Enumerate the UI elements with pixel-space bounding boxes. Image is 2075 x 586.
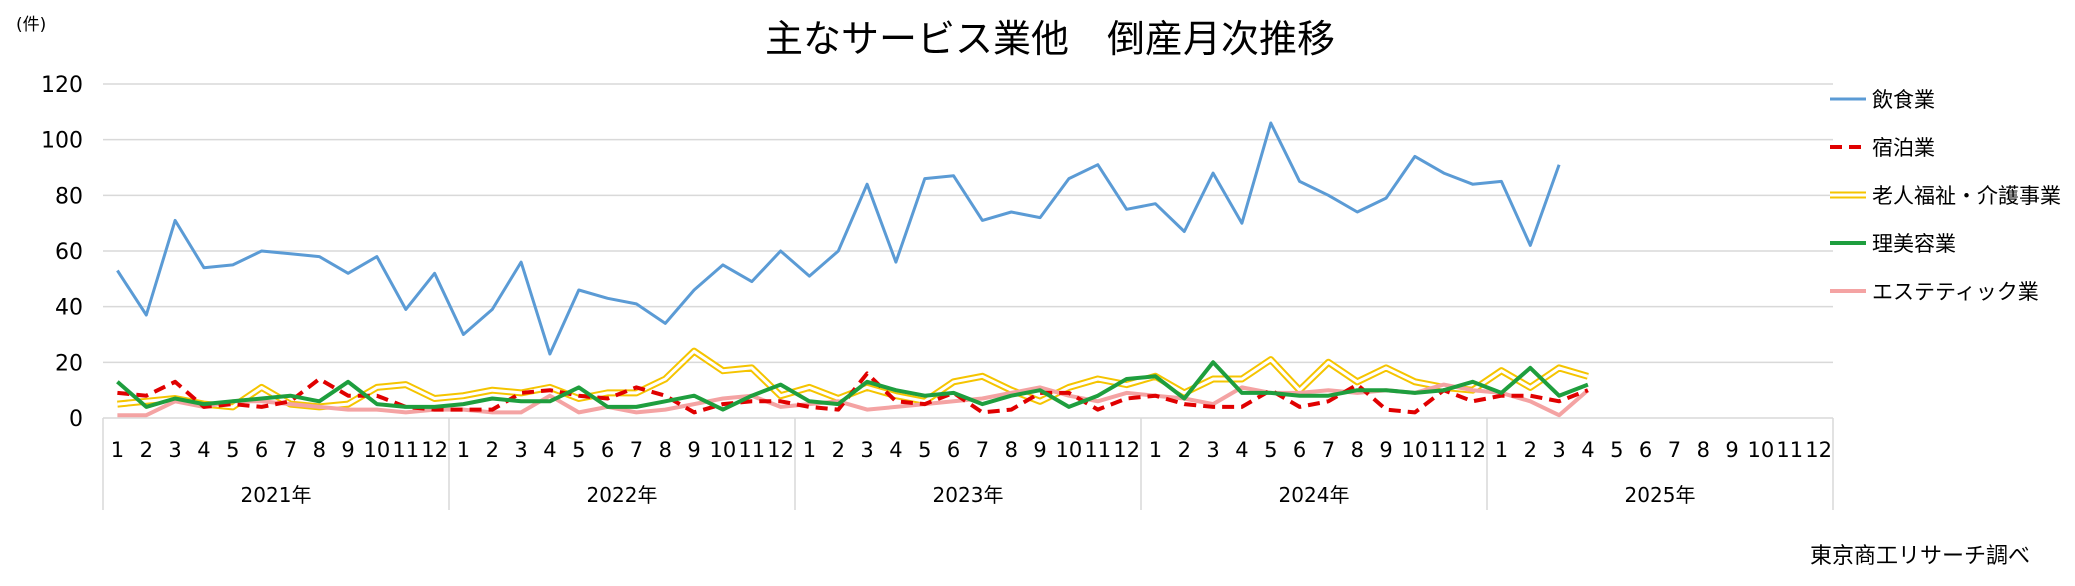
- series-line-2: [117, 347, 1589, 411]
- x-tick-label: 7: [630, 438, 643, 462]
- x-tick-label: 1: [457, 438, 470, 462]
- x-tick-label: 10: [710, 438, 737, 462]
- x-tick-label: 2: [140, 438, 153, 462]
- x-axis: 1 2 3 4 5 6 7 8 9 10 11 12 1 2 3 4 5 6 7 8 9 10 11 12 1 2 3 4 5 6 7 8 9 1…: [102, 417, 1834, 510]
- legend-label: 飲食業: [1872, 88, 1935, 112]
- legend-label: 老人福祉・介護事業: [1872, 184, 2061, 208]
- legend-label: 理美容業: [1872, 232, 1956, 256]
- x-tick-label: 3: [1206, 438, 1219, 462]
- legend-item: 老人福祉・介護事業: [1830, 184, 2061, 208]
- x-tick-label: 11: [1430, 438, 1457, 462]
- x-tick-label: 8: [313, 438, 326, 462]
- series-line-3: [116, 360, 1589, 412]
- x-tick-label: 1: [1149, 438, 1162, 462]
- x-tick-label: 9: [341, 438, 354, 462]
- x-tick-label: 4: [543, 438, 556, 462]
- legend-label: エステティック業: [1872, 280, 2039, 304]
- x-tick-label: 11: [392, 438, 419, 462]
- year-label: 2023年: [933, 483, 1004, 507]
- gridlines: 0 20 40 60 80 100 120: [41, 73, 1833, 432]
- x-tick-label: 3: [168, 438, 181, 462]
- x-tick-label: 5: [226, 438, 239, 462]
- x-tick-label: 6: [601, 438, 614, 462]
- series-line-0: [116, 121, 1561, 356]
- x-tick-label: 10: [1402, 438, 1429, 462]
- x-tick-label: 9: [687, 438, 700, 462]
- x-tick-label: 2: [1178, 438, 1191, 462]
- x-tick-label: 12: [1459, 438, 1486, 462]
- x-tick-label: 1: [111, 438, 124, 462]
- x-tick-label: 12: [1113, 438, 1140, 462]
- x-tick-label: 5: [1264, 438, 1277, 462]
- x-tick-label: 5: [1610, 438, 1623, 462]
- legend-item: 飲食業: [1830, 88, 1935, 112]
- chart-title: 主なサービス業他 倒産月次推移: [765, 17, 1335, 61]
- source-note: 東京商工リサーチ調べ: [1810, 544, 2030, 569]
- x-tick-label: 5: [572, 438, 585, 462]
- x-tick-label: 10: [364, 438, 391, 462]
- x-tick-label: 12: [1805, 438, 1832, 462]
- x-tick-label: 4: [1581, 438, 1594, 462]
- legend-item: 宿泊業: [1830, 136, 1935, 160]
- x-tick-label: 8: [659, 438, 672, 462]
- x-tick-label: 2: [486, 438, 499, 462]
- x-tick-label: 9: [1033, 438, 1046, 462]
- legend-item: エステティック業: [1830, 280, 2039, 304]
- x-tick-label: 8: [1697, 438, 1710, 462]
- x-tick-label: 7: [1322, 438, 1335, 462]
- x-tick-label: 3: [514, 438, 527, 462]
- x-tick-label: 7: [1668, 438, 1681, 462]
- x-tick-label: 9: [1379, 438, 1392, 462]
- x-tick-label: 4: [1235, 438, 1248, 462]
- x-tick-label: 6: [947, 438, 960, 462]
- y-tick-label: 80: [55, 184, 83, 209]
- x-tick-label: 8: [1351, 438, 1364, 462]
- x-tick-label: 12: [767, 438, 794, 462]
- year-label: 2025年: [1625, 483, 1696, 507]
- x-tick-label: 6: [255, 438, 268, 462]
- x-tick-label: 6: [1293, 438, 1306, 462]
- y-tick-label: 60: [55, 240, 83, 265]
- y-tick-label: 120: [41, 73, 83, 98]
- x-tick-label: 7: [976, 438, 989, 462]
- x-tick-label: 1: [803, 438, 816, 462]
- year-label: 2022年: [587, 483, 658, 507]
- x-tick-label: 7: [284, 438, 297, 462]
- y-tick-label: 0: [69, 407, 83, 432]
- x-tick-label: 10: [1056, 438, 1083, 462]
- x-tick-label: 3: [860, 438, 873, 462]
- year-label: 2021年: [241, 483, 312, 507]
- series-lines: [116, 121, 1590, 418]
- x-tick-label: 3: [1552, 438, 1565, 462]
- y-tick-label: 100: [41, 129, 83, 154]
- legend-label: 宿泊業: [1872, 136, 1935, 160]
- x-tick-label: 12: [421, 438, 448, 462]
- year-label: 2024年: [1279, 483, 1350, 507]
- x-tick-label: 6: [1639, 438, 1652, 462]
- x-tick-label: 4: [889, 438, 902, 462]
- x-tick-label: 10: [1748, 438, 1775, 462]
- y-tick-label: 20: [55, 351, 83, 376]
- x-tick-label: 2: [832, 438, 845, 462]
- x-tick-label: 11: [1084, 438, 1111, 462]
- x-tick-label: 5: [918, 438, 931, 462]
- y-unit-label: (件): [16, 15, 46, 35]
- x-tick-label: 8: [1005, 438, 1018, 462]
- x-tick-label: 11: [1776, 438, 1803, 462]
- x-tick-label: 4: [197, 438, 210, 462]
- x-tick-label: 1: [1495, 438, 1508, 462]
- legend-item: 理美容業: [1830, 232, 1956, 256]
- x-tick-label: 2: [1524, 438, 1537, 462]
- x-tick-label: 9: [1725, 438, 1738, 462]
- y-tick-label: 40: [55, 296, 83, 321]
- x-tick-label: 11: [738, 438, 765, 462]
